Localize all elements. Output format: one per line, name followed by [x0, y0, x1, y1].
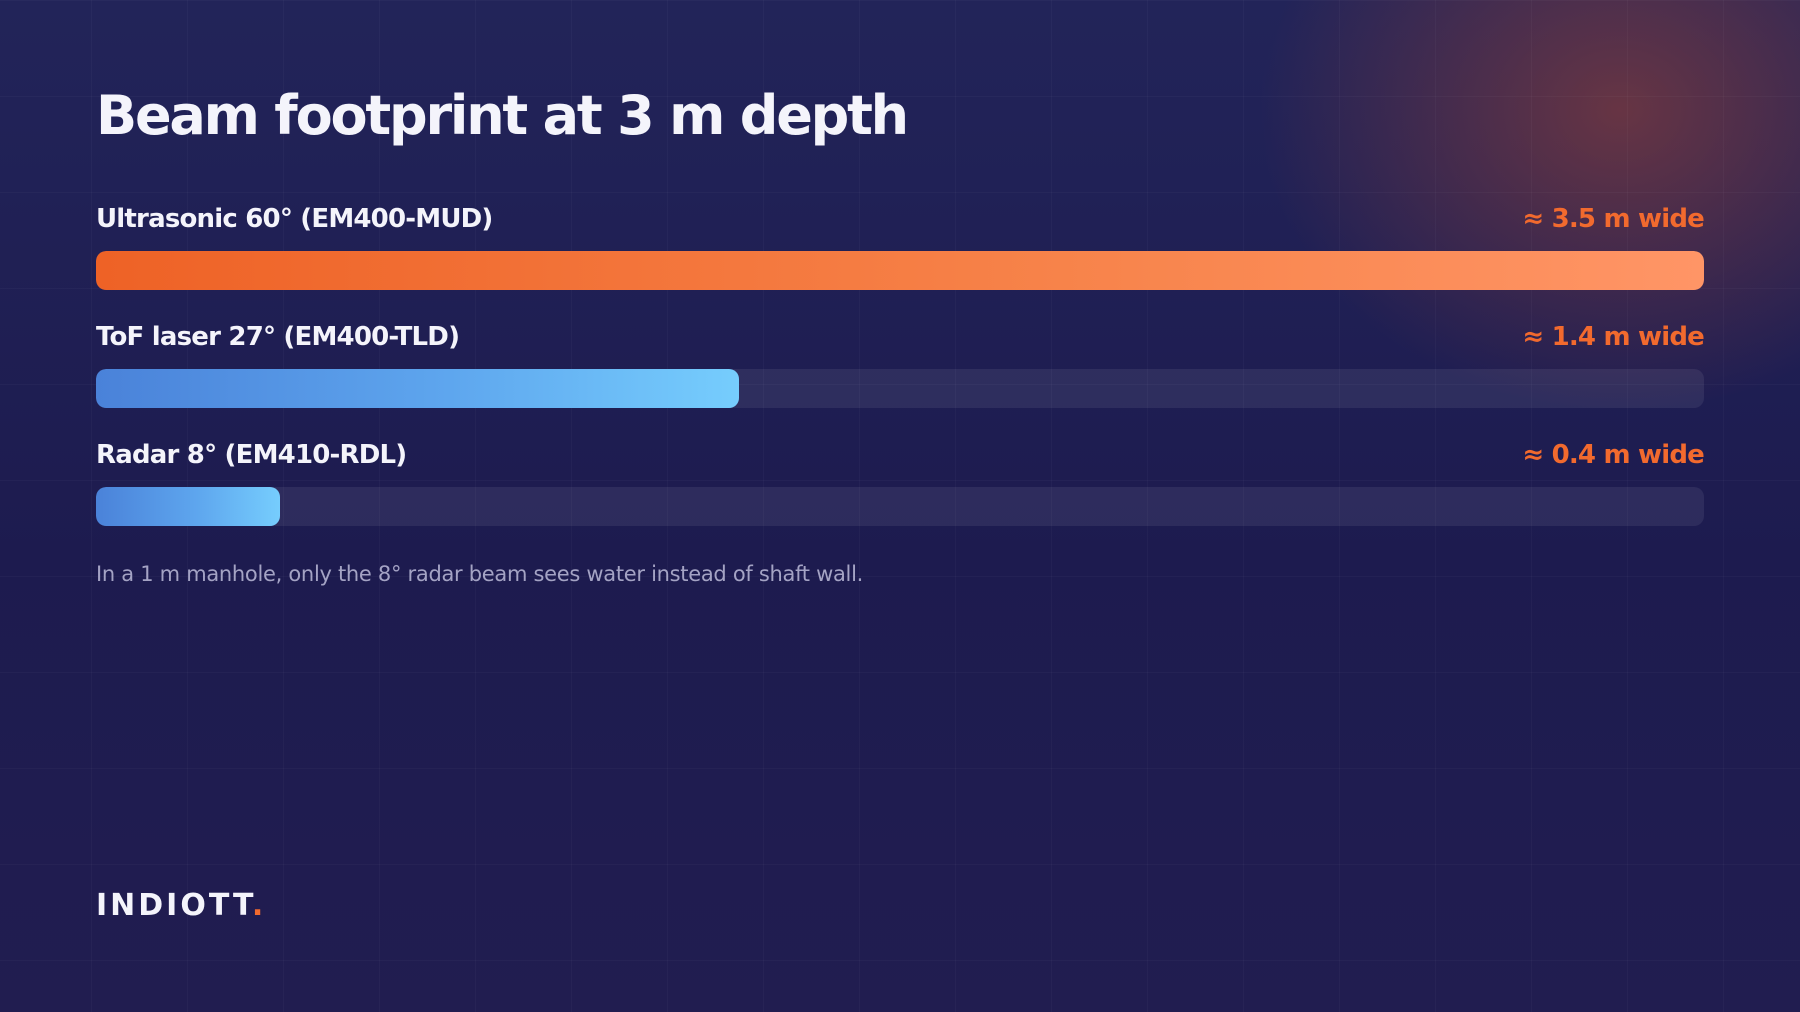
brand-dot: .: [251, 888, 267, 923]
chart-title: Beam footprint at 3 m depth: [96, 84, 909, 147]
bar-chart: Ultrasonic 60° (EM400-MUD) ≈ 3.5 m wide …: [96, 198, 1705, 552]
bar-radar: [96, 487, 280, 526]
bar-track: [96, 251, 1704, 290]
bar-track: [96, 487, 1704, 526]
bar-tof-laser: [96, 369, 740, 408]
bar-value-label: ≈ 3.5 m wide: [1522, 204, 1704, 234]
chart-footnote: In a 1 m manhole, only the 8° radar beam…: [96, 562, 863, 586]
bar-label: Radar 8° (EM410-RDL): [96, 440, 407, 470]
bar-row-ultrasonic: Ultrasonic 60° (EM400-MUD) ≈ 3.5 m wide: [96, 198, 1705, 316]
bar-track: [96, 369, 1704, 408]
bar-row-radar: Radar 8° (EM410-RDL) ≈ 0.4 m wide: [96, 434, 1705, 552]
brand-logo: INDIOTT.: [96, 888, 266, 923]
bar-value-label: ≈ 1.4 m wide: [1522, 322, 1704, 352]
bar-label: ToF laser 27° (EM400-TLD): [96, 322, 460, 352]
brand-name: INDIOTT: [96, 888, 252, 923]
bar-row-tof-laser: ToF laser 27° (EM400-TLD) ≈ 1.4 m wide: [96, 316, 1705, 434]
bar-ultrasonic: [96, 251, 1704, 290]
bar-label: Ultrasonic 60° (EM400-MUD): [96, 204, 493, 234]
bar-value-label: ≈ 0.4 m wide: [1522, 440, 1704, 470]
